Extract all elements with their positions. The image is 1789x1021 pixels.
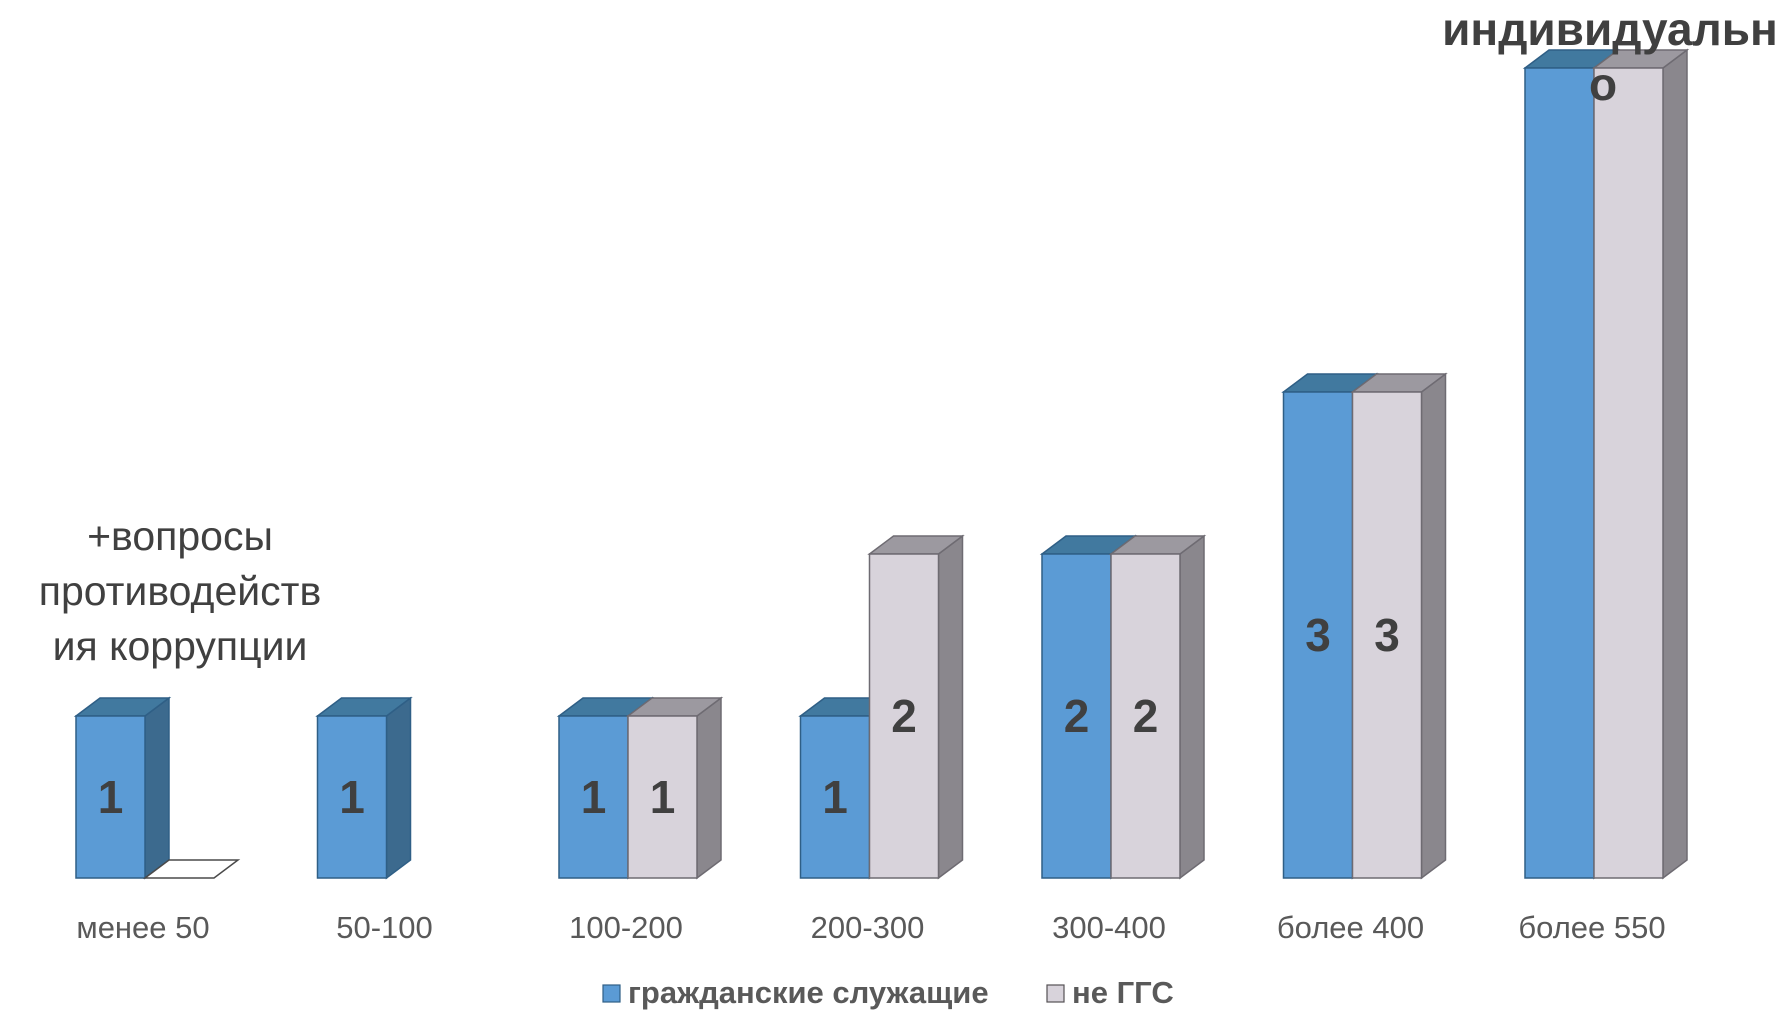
legend-item-series-1-label: гражданские служащие [628,975,989,1010]
legend-item-series-2-label: не ГГС [1072,975,1174,1010]
bar-series-2-cat-6 [1350,372,1448,880]
legend-item-series-1-swatch [602,984,621,1003]
data-label-series-1-cat-1: 1 [98,771,124,823]
legend: гражданские служащие не ГГС [602,975,1174,1010]
bar-series-2-cat-7 [1591,48,1690,880]
bar-series-1-cat-6-front [1282,391,1354,879]
data-label-series-1-cat-2: 1 [339,771,365,823]
legend-item-series-2: не ГГС [1046,975,1174,1010]
annotations-layer: +вопросы противодейств ия коррупции индивид… [39,3,1778,669]
bar-series-1-cat-1-side [144,696,170,880]
bars-layer [73,48,1690,880]
bar-series-1-cat-1 [73,696,172,880]
bar-series-1-cat-1-front [75,715,146,879]
bar-series-2-cat-5 [1108,534,1207,880]
bar-series-1-cat-4-front [799,715,871,879]
bar-series-2-cat-3 [625,696,724,880]
bar-series-1-cat-2-front [316,715,388,879]
bar-series-2-cat-6-side [1420,372,1447,880]
x-tick-label-4: 200-300 [811,910,925,945]
annotation-2-line-2: о [1589,58,1617,110]
bar-series-2-cat-5-front [1110,553,1181,879]
bar-series-2-cat-6-front [1351,391,1423,879]
legend-item-series-1: гражданские служащие [602,975,989,1010]
annotation-1-line-1: +вопросы [87,513,273,559]
bar-series-2-cat-7-front [1593,67,1664,879]
bar-series-1-cat-7-front [1524,67,1595,879]
bar-series-2-cat-7-side [1662,48,1688,880]
bar-series-2-cat-4-front [868,553,940,879]
bar-series-1-cat-3-front [558,715,629,879]
data-label-series-1-cat-5: 2 [1064,690,1090,742]
bar-series-2-cat-3-side [696,696,722,880]
legend-item-series-2-swatch [1046,984,1065,1003]
data-label-series-1-cat-3: 1 [581,771,607,823]
data-label-series-2-cat-5: 2 [1133,690,1159,742]
bar-series-2-cat-3-front [627,715,698,879]
data-label-series-2-cat-4: 2 [891,690,917,742]
data-label-series-2-cat-3: 1 [650,771,676,823]
annotation-1-line-3: ия коррупции [53,623,308,669]
bar-series-1-cat-5-front [1041,553,1112,879]
bar-series-1-cat-2-side [385,696,412,880]
bar-series-2-cat-4 [867,534,965,880]
x-tick-label-6: более 400 [1277,910,1424,945]
annotation-2-line-1: индивидуальн [1442,3,1778,55]
data-label-series-2-cat-6: 3 [1374,609,1400,661]
x-tick-label-1: менее 50 [76,910,209,945]
data-label-series-1-cat-4: 1 [822,771,848,823]
annotation-1-line-2: противодейств [39,568,322,614]
bar-series-2-cat-4-side [937,534,964,880]
x-tick-label-2: 50-100 [336,910,433,945]
bar-series-2-cat-1 [142,859,241,879]
data-label-series-1-cat-6: 3 [1305,609,1331,661]
x-tick-label-7: более 550 [1518,910,1665,945]
bar-series-2-cat-5-side [1179,534,1205,880]
x-tick-label-3: 100-200 [569,910,683,945]
x-tick-label-5: 300-400 [1052,910,1166,945]
bar-series-1-cat-2 [315,696,413,880]
